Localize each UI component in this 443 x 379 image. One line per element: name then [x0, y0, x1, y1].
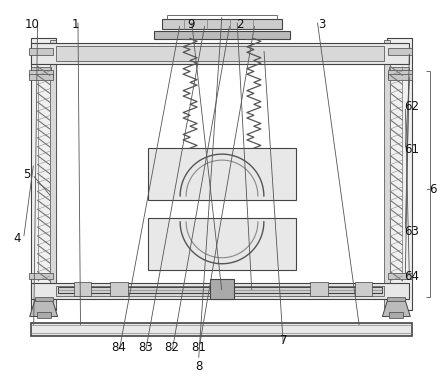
Bar	[31, 323, 412, 337]
Bar	[74, 282, 91, 296]
Bar	[31, 42, 409, 64]
Bar	[35, 297, 53, 301]
Text: 4: 4	[14, 232, 21, 245]
Bar	[385, 39, 390, 308]
Bar	[148, 218, 296, 270]
Bar	[389, 273, 412, 279]
Bar	[58, 287, 382, 293]
Bar	[29, 74, 53, 80]
Bar	[148, 148, 296, 200]
Bar	[389, 312, 403, 318]
Bar	[31, 53, 51, 61]
Text: 3: 3	[319, 17, 326, 31]
Bar	[29, 70, 53, 77]
Bar	[154, 31, 290, 39]
Bar	[389, 53, 409, 61]
Bar	[31, 38, 56, 310]
Text: 5: 5	[23, 168, 31, 181]
Bar	[387, 297, 405, 301]
Text: 8: 8	[195, 360, 202, 373]
Polygon shape	[30, 301, 58, 316]
Bar	[29, 47, 53, 55]
Text: 9: 9	[188, 17, 195, 31]
Text: 82: 82	[165, 341, 179, 354]
Text: 83: 83	[138, 341, 153, 354]
Polygon shape	[382, 301, 410, 316]
Text: 62: 62	[404, 100, 419, 113]
Bar	[389, 70, 412, 78]
Text: 64: 64	[404, 270, 419, 283]
Bar	[31, 283, 409, 299]
Bar	[389, 74, 412, 80]
Bar	[210, 279, 234, 299]
Text: 61: 61	[404, 143, 419, 157]
Text: 81: 81	[191, 341, 206, 354]
Text: 6: 6	[430, 183, 437, 196]
Bar	[389, 47, 412, 55]
Bar	[162, 19, 282, 28]
Bar	[37, 312, 51, 318]
Text: 2: 2	[236, 17, 244, 31]
Bar	[29, 273, 53, 279]
Bar	[56, 45, 385, 61]
Bar	[31, 67, 51, 75]
Text: 7: 7	[280, 334, 287, 347]
Bar	[56, 286, 385, 296]
Bar	[110, 282, 128, 296]
Bar	[387, 38, 412, 310]
Text: 1: 1	[71, 17, 79, 31]
Bar	[50, 39, 56, 308]
Bar	[389, 67, 409, 75]
Text: 10: 10	[25, 17, 40, 31]
Text: 84: 84	[112, 341, 127, 354]
Bar	[310, 282, 328, 296]
Text: 63: 63	[404, 224, 419, 238]
Bar	[354, 282, 373, 296]
